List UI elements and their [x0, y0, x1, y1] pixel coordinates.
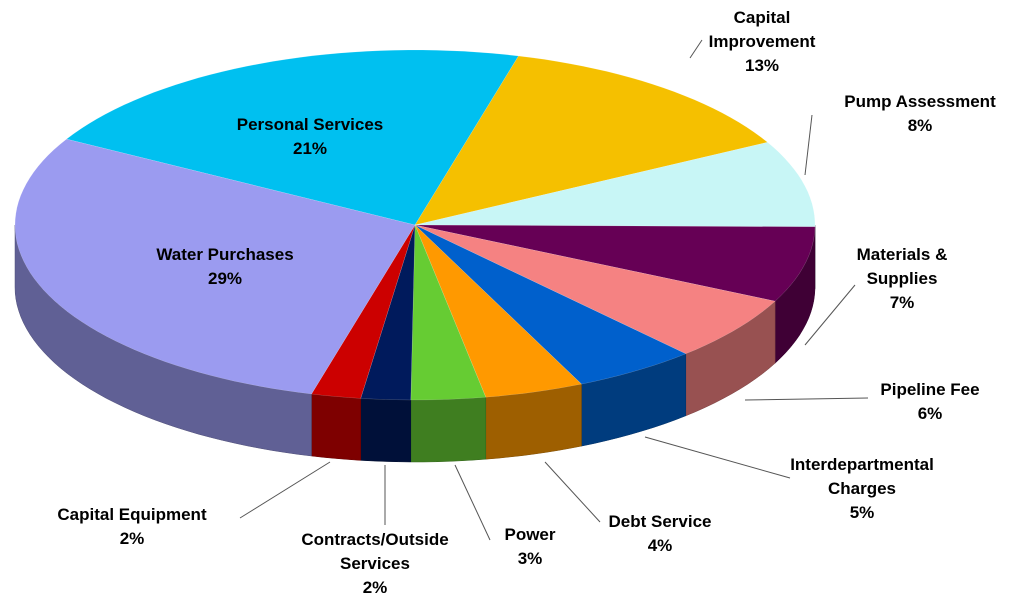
value-label: 13% — [744, 56, 780, 75]
leader-line — [544, 461, 601, 523]
slice-label: Power 3% — [485, 523, 575, 571]
value-label: 2% — [362, 578, 388, 597]
slice — [65, 49, 519, 226]
slice — [414, 55, 769, 226]
slice — [414, 224, 687, 385]
leader-line — [454, 464, 491, 541]
slice-label: Capital Equipment 2% — [17, 503, 247, 551]
slice-side — [360, 398, 412, 463]
value-label: 3% — [517, 549, 543, 568]
value-label: 4% — [647, 536, 673, 555]
slice — [414, 224, 776, 355]
slice-label: Interdepartmental Charges 5% — [762, 453, 962, 525]
value-label: 8% — [907, 116, 933, 135]
slice-label: Pipeline Fee 6% — [860, 378, 1000, 426]
category-label: Pump Assessment — [844, 92, 996, 111]
leader-line — [689, 39, 703, 59]
slice — [410, 224, 487, 401]
leader-line — [744, 397, 869, 401]
slice-label: Contracts/Outside Services 2% — [275, 528, 475, 598]
category-label: Capital Equipment — [57, 505, 207, 524]
slice-side — [410, 396, 487, 463]
slice-side — [14, 224, 312, 457]
category-label: Personal Services — [236, 115, 384, 134]
category-label: Debt Service — [608, 512, 712, 531]
value-label: 21% — [292, 139, 328, 158]
category-label: Interdepartmental Charges — [790, 455, 934, 498]
slice — [14, 138, 416, 395]
slice — [414, 142, 816, 228]
slice-label: Capital Improvement 13% — [687, 6, 837, 78]
leader-line — [644, 436, 791, 479]
value-label: 7% — [889, 293, 915, 312]
leader-line — [804, 114, 813, 176]
category-label: Capital Improvement — [708, 8, 816, 51]
slice-side — [311, 393, 361, 461]
slice-label: Materials & Supplies 7% — [837, 243, 967, 315]
value-label: 5% — [849, 503, 875, 522]
slice-label: Pump Assessment 8% — [810, 90, 1022, 138]
slice — [414, 224, 583, 398]
leader-line — [804, 284, 856, 346]
slice-label: Personal Services 21% — [210, 113, 410, 161]
value-label: 2% — [119, 529, 145, 548]
slice — [414, 224, 816, 302]
slice-label: Water Purchases 29% — [125, 243, 325, 291]
slice-label: Debt Service 4% — [590, 510, 730, 558]
category-label: Power — [504, 525, 556, 544]
category-label: Contracts/Outside Services — [301, 530, 449, 573]
category-label: Water Purchases — [156, 245, 294, 264]
leader-line — [239, 461, 331, 519]
category-label: Pipeline Fee — [880, 380, 980, 399]
value-label: 29% — [207, 269, 243, 288]
value-label: 6% — [917, 404, 943, 423]
category-label: Materials & Supplies — [856, 245, 948, 288]
